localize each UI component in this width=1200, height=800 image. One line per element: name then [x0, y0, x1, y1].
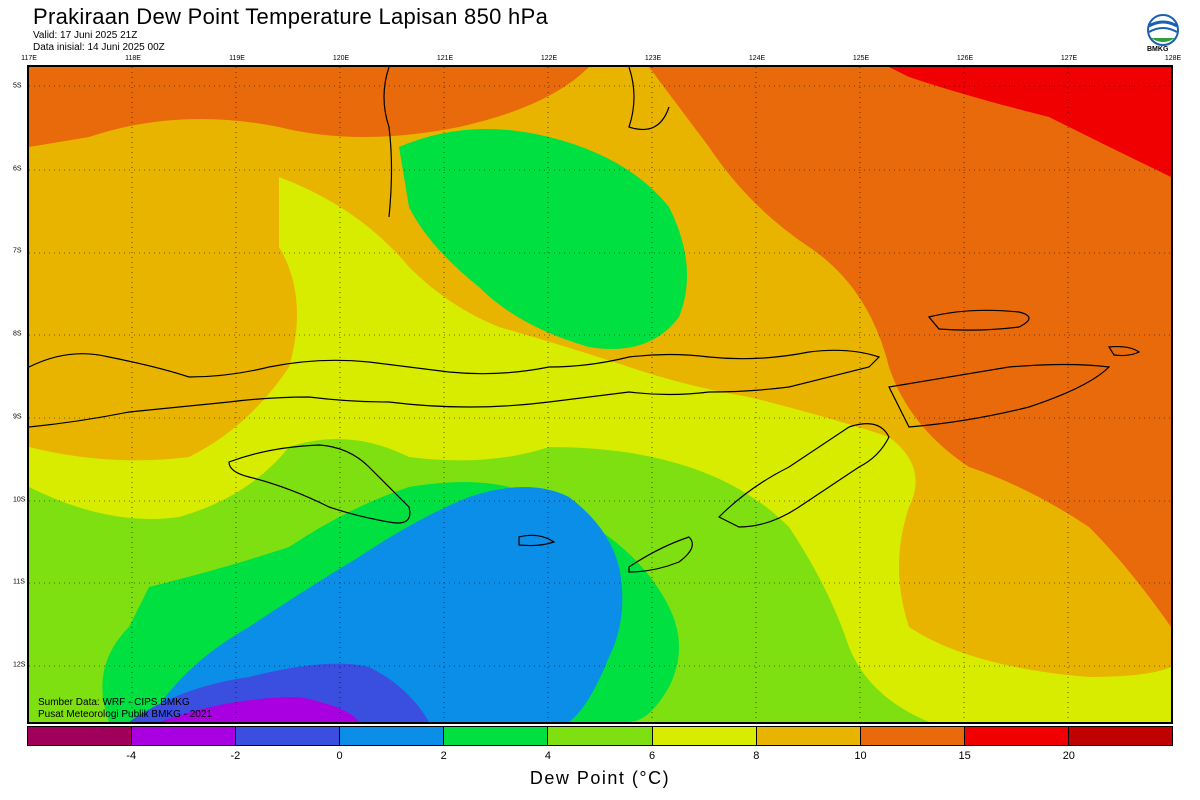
latitude-label: 12S [13, 661, 26, 669]
graticule [29, 67, 1171, 722]
longitude-label: 121E [436, 55, 454, 62]
region-indigo [129, 663, 429, 722]
island-timor [717, 423, 890, 528]
island-sumba [228, 444, 411, 524]
coastlines [29, 67, 1141, 573]
colorbar-swatch [756, 727, 861, 745]
logo-label: BMKG [1147, 46, 1169, 53]
colorbar-tick-label: 4 [544, 750, 551, 762]
island-alor [927, 309, 1030, 331]
colorbar-tick-label: 2 [440, 750, 447, 762]
credit-organization: Pusat Meteorologi Publik BMKG - 2021 [38, 709, 212, 720]
colorbar-tick-label: 15 [958, 750, 971, 762]
colorbar-swatch [964, 727, 1069, 745]
colorbar-swatch [860, 727, 965, 745]
colorbar-tick-label: 8 [753, 750, 760, 762]
colorbar-tick-label: -2 [230, 750, 241, 762]
colorbar-swatch [236, 727, 341, 745]
island-rote [628, 536, 693, 573]
colorbar-swatch [444, 727, 549, 745]
colorbar-tick-label: -4 [126, 750, 137, 762]
credit-source: Sumber Data: WRF - CIPS BMKG [38, 697, 190, 708]
longitude-label: 119E [229, 55, 245, 62]
colorbar-swatch [1068, 727, 1173, 745]
latitude-label: 11S [13, 578, 25, 586]
latitude-label: 5S [13, 82, 22, 90]
island-sumbawa-lombok [29, 349, 881, 428]
colorbar [27, 726, 1173, 746]
longitude-label: 128E [1164, 55, 1182, 62]
bmkg-logo-icon [1147, 14, 1179, 46]
colorbar-tick-label: 20 [1062, 750, 1075, 762]
colorbar-swatch [132, 727, 237, 745]
latitude-label: 9S [13, 413, 22, 421]
latitude-label: 10S [13, 496, 26, 503]
region-orange-ne [649, 67, 1171, 627]
longitude-label: 124E [748, 55, 766, 62]
longitude-label: 120E [332, 55, 350, 62]
longitude-label: 127E [1060, 55, 1078, 62]
region-red-ne [889, 67, 1171, 177]
init-time: Data inisial: 14 Juni 2025 00Z [33, 42, 165, 53]
longitude-label: 122E [540, 55, 558, 62]
region-blue [149, 487, 623, 722]
colorbar-tick-label: 6 [649, 750, 656, 762]
longitude-label: 126E [956, 55, 974, 62]
longitude-label: 118E [125, 55, 141, 62]
longitude-label: 123E [644, 55, 662, 62]
island-sulawesi-south [383, 67, 393, 218]
dew-point-map [27, 65, 1173, 724]
contour-layer [29, 67, 1171, 722]
region-orange-north [29, 67, 589, 147]
map-title: Prakiraan Dew Point Temperature Lapisan … [33, 4, 549, 29]
colorbar-swatch [548, 727, 653, 745]
longitude-label: 117E [21, 55, 37, 62]
region-purple [159, 697, 359, 722]
colorbar-swatch [28, 727, 133, 745]
colorbar-tick-label: 10 [854, 750, 867, 762]
colorbar-swatch [340, 727, 445, 745]
latitude-label: 6S [13, 165, 22, 173]
colorbar-title: Dew Point (°C) [529, 768, 671, 788]
latitude-label: 8S [13, 330, 22, 338]
island-savu [518, 534, 556, 547]
colorbar-swatch [652, 727, 757, 745]
latitude-label: 7S [13, 247, 22, 255]
island-kisar [1107, 345, 1141, 357]
island-timor-outline [888, 363, 1111, 428]
valid-time: Valid: 17 Juni 2025 21Z [33, 30, 138, 41]
island-flores-north [628, 67, 670, 131]
longitude-label: 125E [852, 55, 870, 62]
colorbar-tick-label: 0 [336, 750, 343, 762]
region-green-north [399, 129, 687, 349]
